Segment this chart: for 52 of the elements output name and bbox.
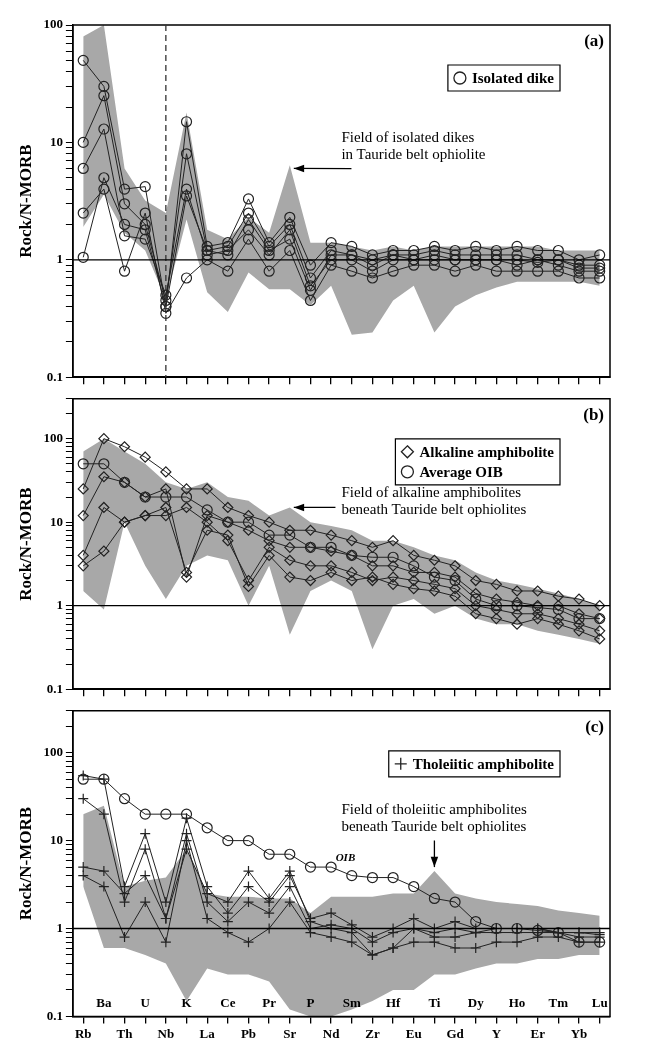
x-tick-label: Tm	[548, 995, 569, 1011]
x-tick-label: Nb	[157, 1025, 175, 1041]
x-tick-label: Dy	[467, 995, 485, 1011]
annotation: OIB	[335, 850, 356, 863]
x-tick-label: K	[181, 995, 193, 1011]
y-tick-label: 0.1	[46, 680, 63, 696]
y-axis-title: Rock/N-MORB	[15, 806, 35, 921]
x-tick-label: Nd	[322, 1025, 341, 1041]
annotation: (c)	[585, 716, 604, 736]
x-tick-label: Eu	[405, 1025, 422, 1041]
y-tick-label: 1	[56, 597, 63, 613]
legend-label: Isolated dike	[471, 69, 555, 86]
annotation: Field of tholeiitic amphibolites beneath Tauride belt ophiolites	[341, 800, 527, 834]
y-tick-label: 1	[56, 251, 63, 267]
x-tick-label: Sm	[342, 995, 361, 1011]
x-tick-label: Th	[116, 1025, 134, 1041]
x-tick-label: Zr	[365, 1025, 380, 1041]
x-tick-label: La	[199, 1025, 216, 1041]
legend-label: Average OIB	[419, 463, 503, 480]
x-tick-label: Ho	[508, 995, 526, 1011]
x-tick-label: Pb	[240, 1025, 257, 1041]
y-tick-label: 10	[49, 513, 63, 529]
x-tick-label: U	[140, 995, 151, 1011]
y-tick-label: 100	[43, 430, 63, 446]
x-tick-label: Lu	[591, 995, 608, 1011]
y-axis-title: Rock/N-MORB	[15, 487, 35, 601]
x-tick-label: Ce	[220, 995, 236, 1011]
annotation: Field of isolated dikes in Tauride belt ophiolite	[341, 129, 486, 163]
y-tick-label: 100	[43, 744, 63, 760]
x-tick-label: P	[306, 995, 315, 1011]
legend-label: Alkaline amphibolite	[419, 443, 555, 460]
y-tick-label: 1	[56, 919, 63, 935]
annotation: (a)	[584, 30, 604, 50]
legend-label: Tholeiitic amphibolite	[412, 755, 555, 772]
x-tick-label: Er	[530, 1025, 546, 1041]
x-tick-label: Hf	[385, 995, 401, 1011]
x-tick-label: Y	[491, 1025, 502, 1041]
x-tick-label: Ti	[428, 995, 441, 1011]
y-tick-label: 0.1	[46, 1007, 63, 1023]
y-tick-label: 10	[49, 133, 63, 149]
x-tick-label: Pr	[262, 995, 277, 1011]
x-tick-label: Sr	[283, 1025, 297, 1041]
annotation: (b)	[583, 404, 604, 424]
x-tick-label: Gd	[446, 1025, 465, 1041]
y-axis-title: Rock/N-MORB	[15, 144, 35, 258]
y-tick-label: 10	[49, 831, 63, 847]
x-tick-label: Yb	[570, 1025, 588, 1041]
y-tick-label: 100	[43, 16, 63, 32]
y-tick-label: 0.1	[46, 368, 63, 384]
annotation: Field of alkaline amphibolites beneath Tauride belt ophiolites	[341, 484, 527, 518]
x-tick-label: Rb	[74, 1025, 92, 1041]
x-tick-label: Ba	[96, 995, 112, 1011]
